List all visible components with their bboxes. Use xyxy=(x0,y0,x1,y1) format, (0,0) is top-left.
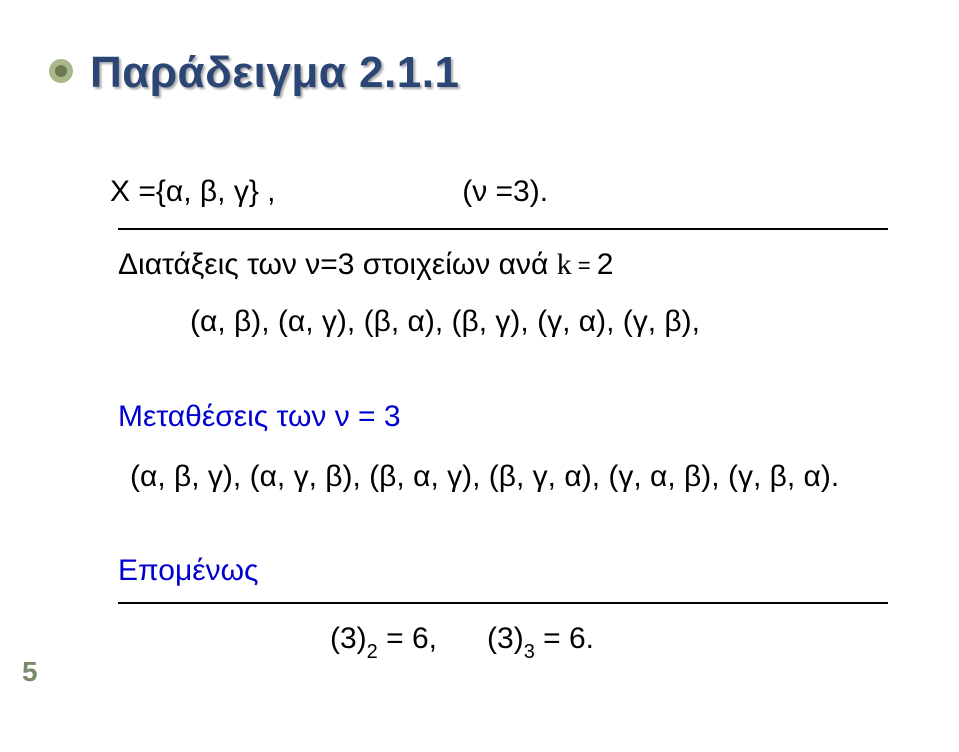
res-c: = 6. xyxy=(535,622,594,655)
permutations-list: (α, β, γ), (α, γ, β), (β, α, γ), (β, γ, … xyxy=(130,460,839,494)
therefore-label: Επομένως xyxy=(118,554,259,588)
res-sub2: 3 xyxy=(524,641,535,663)
permutations-heading: Μεταθέσεις των ν = 3 xyxy=(118,400,401,434)
res-a: (3) xyxy=(330,622,367,655)
arrangements-list: (α, β), (α, γ), (β, α), (β, γ), (γ, α), … xyxy=(190,305,700,339)
rule-top xyxy=(118,228,888,230)
slide: Παράδειγμα 2.1.1 Χ ={α, β, γ} , (ν =3). … xyxy=(0,0,959,752)
title-row: Παράδειγμα 2.1.1 xyxy=(48,48,459,98)
k-value: 2 xyxy=(597,248,614,281)
definition-line: Χ ={α, β, γ} , (ν =3). xyxy=(110,175,548,209)
page-number: 5 xyxy=(22,656,38,688)
result-line: (3)2 = 6, (3)3 = 6. xyxy=(330,622,594,661)
arrangements-heading: Διατάξεις των ν=3 στοιχείων ανά k = 2 xyxy=(118,248,613,282)
k-eq: = xyxy=(572,253,597,278)
bullet-icon xyxy=(48,58,74,84)
k-symbol: k xyxy=(557,248,572,281)
res-sub1: 2 xyxy=(367,641,378,663)
slide-title: Παράδειγμα 2.1.1 xyxy=(90,48,459,98)
arr-text: Διατάξεις των ν=3 στοιχείων ανά xyxy=(118,248,557,281)
rule-bottom xyxy=(118,602,888,604)
res-b: = 6, (3) xyxy=(378,622,524,655)
nu-def: (ν =3). xyxy=(462,175,548,208)
set-def: Χ ={α, β, γ} , xyxy=(110,175,276,208)
